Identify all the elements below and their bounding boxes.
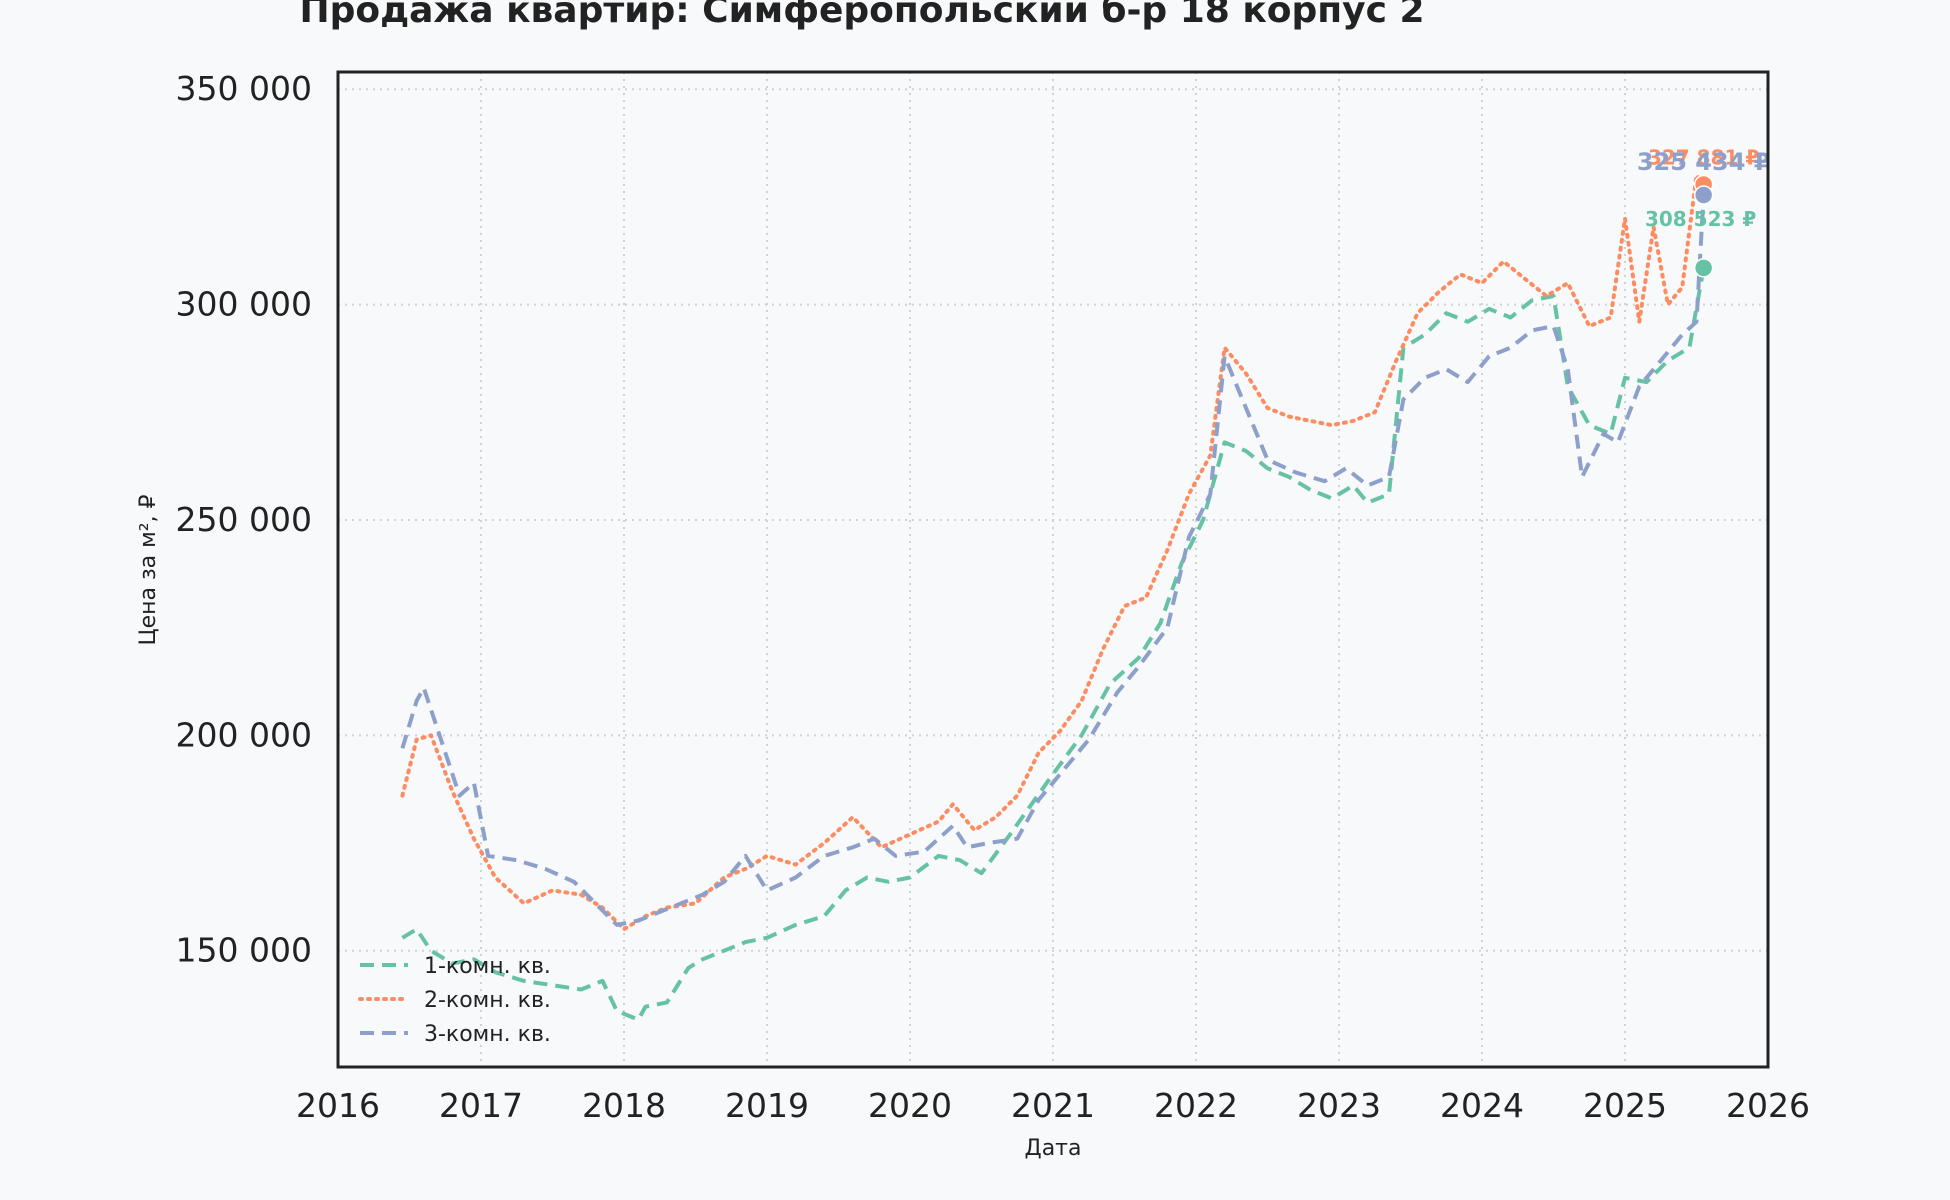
x-tick-label: 2021 bbox=[1011, 1086, 1095, 1125]
series-end-label-2: 327 881 ₽ bbox=[1648, 146, 1759, 170]
x-tick-label: 2023 bbox=[1297, 1086, 1381, 1125]
y-tick-label: 300 000 bbox=[176, 285, 312, 324]
y-tick-label: 250 000 bbox=[176, 500, 312, 539]
x-tick-label: 2017 bbox=[439, 1086, 523, 1125]
series-end-point-1 bbox=[1693, 258, 1714, 278]
x-tick-label: 2016 bbox=[296, 1086, 380, 1125]
x-axis-ticks: 2016 2017 2018 2019 2020 2021 2022 2023 2024 2025… bbox=[296, 1086, 1810, 1125]
y-axis-ticks: 150 000 200 000 250 000 300 000 350 000 bbox=[176, 69, 312, 969]
series-line-2 bbox=[400, 173, 1706, 932]
legend-label-3: 3-комн. кв. bbox=[424, 1022, 551, 1047]
x-axis-label: Дата bbox=[1025, 1136, 1082, 1161]
y-axis-label: Цена за м², ₽ bbox=[136, 494, 161, 645]
x-tick-label: 2022 bbox=[1154, 1086, 1238, 1125]
series-line-1 bbox=[401, 267, 1706, 1022]
y-tick-label: 150 000 bbox=[176, 931, 312, 970]
end-markers: 308 523 ₽ 327 881 ₽325 434 ₽ bbox=[1637, 146, 1771, 278]
series-line-3 bbox=[400, 194, 1706, 927]
x-tick-label: 2019 bbox=[725, 1086, 809, 1125]
legend: 1-комн. кв. 2-комн. кв. 3-комн. кв. bbox=[358, 954, 551, 1047]
series-end-point-3 bbox=[1693, 185, 1714, 205]
grid bbox=[338, 72, 1768, 1067]
y-tick-label: 350 000 bbox=[176, 69, 312, 108]
series-end-label-1: 308 523 ₽ bbox=[1645, 207, 1756, 231]
x-tick-label: 2025 bbox=[1583, 1086, 1667, 1125]
x-tick-label: 2026 bbox=[1726, 1086, 1810, 1125]
plot-frame bbox=[336, 70, 1770, 1069]
legend-label-1: 1-комн. кв. bbox=[424, 954, 551, 979]
x-tick-label: 2018 bbox=[582, 1086, 666, 1125]
y-tick-label: 200 000 bbox=[176, 715, 312, 754]
x-tick-label: 2020 bbox=[868, 1086, 952, 1125]
series-end-label-3: 325 434 ₽ bbox=[1637, 148, 1771, 176]
legend-label-2: 2-комн. кв. bbox=[424, 988, 551, 1013]
x-tick-label: 2024 bbox=[1440, 1086, 1524, 1125]
series-layer bbox=[400, 173, 1706, 1022]
chart-title: Продажа квартир: Симферопольский б-р 18 … bbox=[299, 0, 1424, 31]
